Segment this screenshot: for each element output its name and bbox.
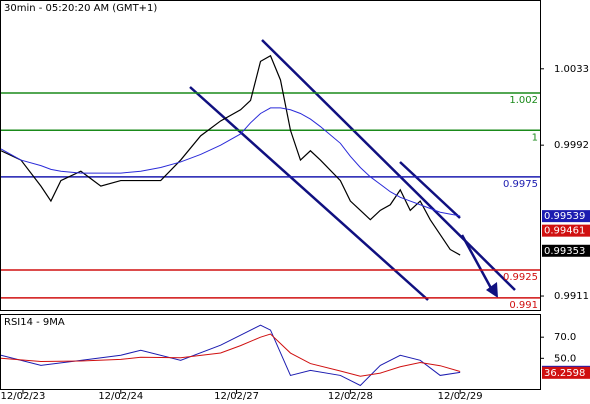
- level-label: 0.9975: [503, 179, 538, 190]
- x-tick-label: 12/02/24: [98, 391, 143, 400]
- arrow-shaft: [460, 234, 494, 291]
- level-label: 1: [532, 132, 538, 143]
- y-tick-label: 0.9911: [554, 291, 589, 302]
- value-box-label: 0.99353: [544, 246, 585, 257]
- channel-lower: [189, 86, 429, 301]
- value-box-label: 0.99539: [544, 211, 585, 222]
- y-tick-label: 0.9992: [554, 140, 589, 151]
- y-tick-label: 1.0033: [554, 64, 589, 75]
- level-label: 0.991: [509, 300, 538, 311]
- channel-mid: [399, 161, 461, 219]
- series-line: [0, 107, 461, 217]
- channel-upper: [261, 39, 516, 291]
- series-line: [0, 333, 461, 377]
- main-panel: [0, 0, 541, 311]
- rsi-panel: [0, 314, 541, 390]
- value-box: [542, 366, 590, 379]
- series-line: [0, 324, 461, 387]
- value-box: [542, 224, 590, 237]
- level-label: 0.9925: [503, 272, 538, 283]
- level-label: 1.002: [509, 95, 538, 106]
- trend-lines: [189, 39, 516, 301]
- value-box: [542, 210, 590, 223]
- chart-title: 30min - 05:20:20 AM (GMT+1): [4, 3, 157, 14]
- x-tick-label: 12/02/27: [214, 391, 259, 400]
- y-tick-label: 50.0: [554, 353, 576, 364]
- x-tick-label: 12/02/23: [0, 391, 45, 400]
- x-tick-label: 12/02/29: [438, 391, 483, 400]
- value-box: [542, 244, 590, 257]
- arrow-head: [486, 282, 498, 298]
- value-box-label: 0.99461: [544, 226, 585, 237]
- x-tick-label: 12/02/28: [328, 391, 373, 400]
- rsi-title: RSI14 - 9MA: [4, 317, 65, 328]
- series-line: [0, 54, 461, 256]
- y-tick-label: 70.0: [554, 332, 576, 343]
- value-box-label: 36.2598: [544, 368, 585, 379]
